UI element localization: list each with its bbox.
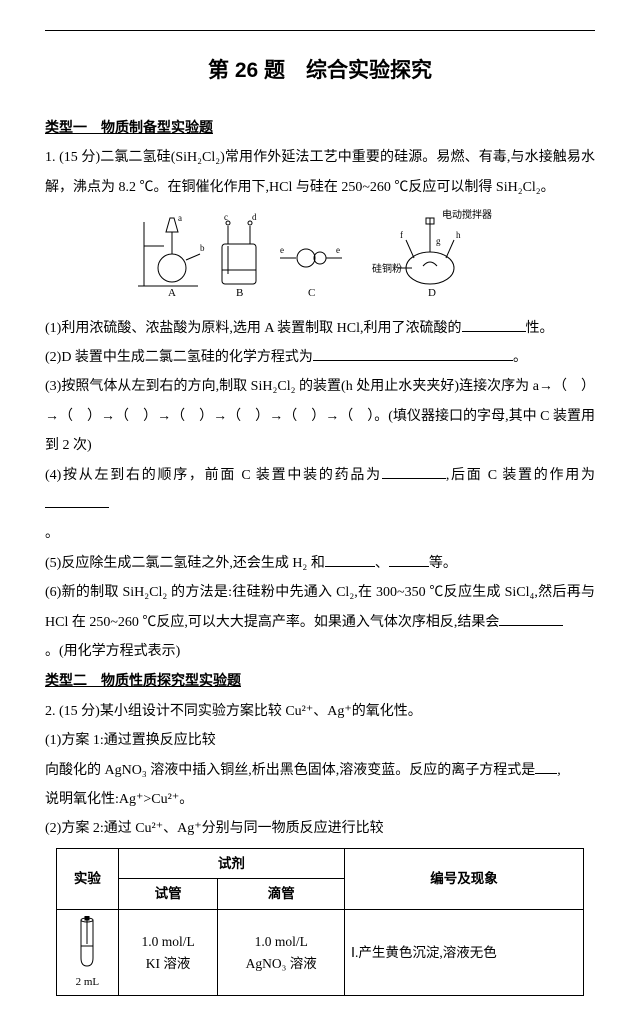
cell-tube: 1.0 mol/L KI 溶液 [118,909,218,996]
apparatus-figure: a b c d e e f h g 电动搅拌器 硅铜粉 A B C D [45,208,595,309]
th-exp: 实验 [57,848,119,909]
s1-q5: (5)反应除生成二氯二氢硅之外,还会生成 H₂ 和、等。 [45,549,595,578]
svg-text:e: e [336,245,340,255]
s1-intro: 1. (15 分)二氯二氢硅(SiH₂Cl₂)常用作外延法工艺中重要的硅源。易燃… [45,143,595,202]
s2-p1a: 向酸化的 AgNO₃ 溶液中插入铜丝,析出黑色固体,溶液变蓝。反应的离子方程式是… [45,756,595,785]
cell-drop: 1.0 mol/L AgNO₃ 溶液 [218,909,345,996]
svg-text:g: g [436,236,441,246]
th-reagent: 试剂 [118,848,344,879]
th-code: 编号及现象 [345,848,584,909]
tube-caption: 2 mL [63,974,112,992]
section2-heading: 类型二 物质性质探究型实验题 [45,672,241,688]
s1-q6b: 。(用化学方程式表示) [45,637,595,666]
s1-q4: (4)按从左到右的顺序，前面 C 装置中装的药品为,后面 C 装置的作用为 [45,461,595,520]
svg-text:f: f [400,230,403,240]
s2-intro: 2. (15 分)某小组设计不同实验方案比较 Cu²⁺、Ag⁺的氧化性。 [45,697,595,726]
svg-text:h: h [456,230,461,240]
svg-text:b: b [200,243,205,253]
label-D: D [428,287,436,298]
s2-p1: (1)方案 1:通过置换反应比较 [45,726,595,755]
svg-text:c: c [224,212,228,222]
s1-q2: (2)D 装置中生成二氯二氢硅的化学方程式为。 [45,343,595,372]
svg-text:d: d [252,212,257,222]
s1-q1: (1)利用浓硫酸、浓盐酸为原料,选用 A 装置制取 HCl,利用了浓硫酸的性。 [45,314,595,343]
label-cu: 硅铜粉 [372,262,402,275]
s1-q4c: 。 [45,519,595,548]
svg-text:e: e [280,245,284,255]
s2-p1c: 说明氧化性:Ag⁺>Cu²⁺。 [45,785,595,814]
page-title: 第 26 题 综合实验探究 [45,49,595,93]
section1-heading: 类型一 物质制备型实验题 [45,119,213,135]
label-motor: 电动搅拌器 [442,208,492,221]
s1-q6: (6)新的制取 SiH₂Cl₂ 的方法是:往硅粉中先通入 Cl₂,在 300~3… [45,578,595,637]
label-C: C [308,287,315,298]
s2-p2: (2)方案 2:通过 Cu²⁺、Ag⁺分别与同一物质反应进行比较 [45,814,595,843]
label-A: A [168,287,176,298]
svg-text:a: a [178,213,182,223]
cell-result: Ⅰ.产生黄色沉淀,溶液无色 [345,909,584,996]
s1-q3: (3)按照气体从左到右的方向,制取 SiH₂Cl₂ 的装置(h 处用止水夹夹好)… [45,372,595,460]
cell-tube-img: 2 mL [57,909,119,996]
label-B: B [236,287,243,298]
experiment-table: 实验 试剂 编号及现象 试管 滴管 2 mL 1.0 mol/L KI 溶液 1… [56,848,584,997]
